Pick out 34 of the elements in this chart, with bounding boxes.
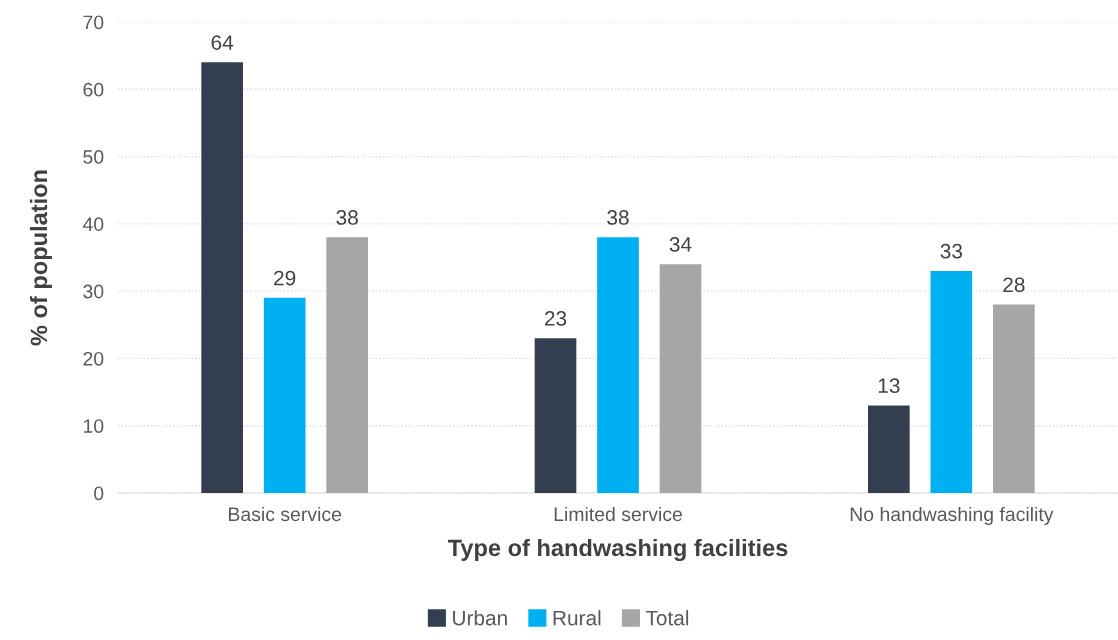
y-tick-label: 60 [83, 82, 104, 97]
x-tick-label: No handwashing facility [850, 506, 1054, 526]
x-axis-title: Type of handwashing facilities [447, 538, 788, 562]
bar [930, 270, 973, 493]
bar [326, 237, 368, 493]
data-label: 38 [336, 210, 358, 225]
y-tick-label: 20 [83, 351, 104, 366]
data-label: 33 [940, 243, 963, 259]
bar [597, 237, 639, 493]
y-tick-label: 30 [83, 284, 104, 299]
legend-label: Urban [453, 610, 507, 626]
bar [993, 304, 1035, 493]
y-tick-label: 50 [83, 150, 104, 164]
bar [263, 297, 306, 493]
x-tick-label: Limited service [554, 506, 682, 522]
y-axis-title: % of population [29, 170, 52, 346]
y-tick-label: 70 [83, 15, 104, 30]
bar [659, 264, 702, 493]
data-label: 28 [1003, 277, 1025, 293]
y-tick-label: 0 [94, 486, 104, 501]
data-label: 23 [544, 311, 567, 326]
x-tick-label: Basic service [228, 506, 342, 522]
y-tick-label: 10 [83, 419, 104, 433]
data-label: 13 [878, 378, 900, 394]
y-tick-label: 40 [82, 217, 104, 232]
data-label: 29 [274, 270, 296, 286]
data-label: 34 [669, 237, 692, 252]
bar [534, 338, 577, 493]
legend-label: Rural [553, 610, 601, 626]
bar [868, 405, 910, 493]
data-label: 38 [607, 210, 629, 225]
data-label: 64 [211, 35, 234, 50]
legend-label: Total [645, 610, 689, 626]
bar [201, 62, 243, 493]
